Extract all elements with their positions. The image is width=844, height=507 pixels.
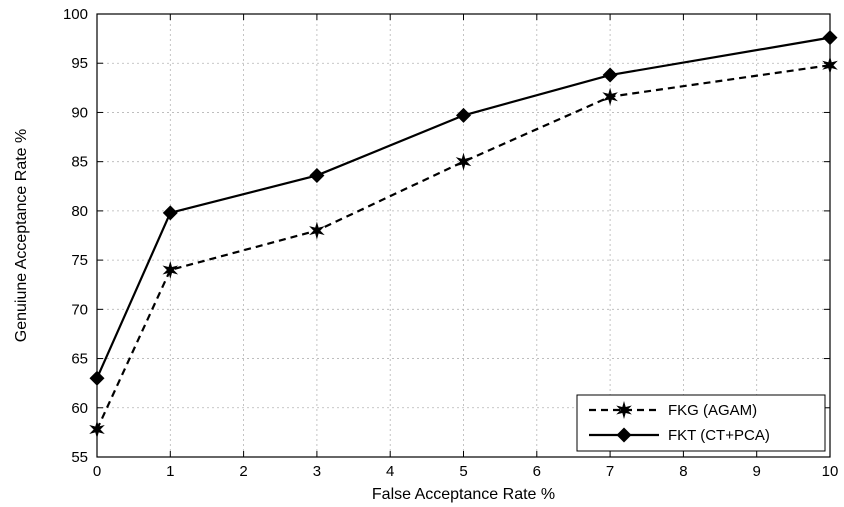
legend: FKG (AGAM) FKT (CT+PCA) bbox=[576, 394, 826, 452]
y-tick-label: 80 bbox=[71, 203, 88, 220]
legend-label: FKG (AGAM) bbox=[668, 402, 757, 419]
x-tick-label: 4 bbox=[386, 463, 394, 480]
legend-entry: FKT (CT+PCA) bbox=[589, 427, 770, 444]
diamond-marker bbox=[89, 370, 105, 386]
diamond-marker bbox=[309, 167, 325, 183]
legend-box bbox=[576, 394, 826, 452]
x-tick-label: 5 bbox=[459, 463, 467, 480]
axis-ticks: 0 1 2 3 4 5 6 7 8 9 10 55 60 65 70 75 80 85 90 95 100 bbox=[63, 6, 838, 480]
y-axis-label: Genuiune Acceptance Rate % bbox=[13, 129, 30, 342]
x-tick-label: 2 bbox=[239, 463, 247, 480]
star-marker bbox=[822, 56, 838, 75]
x-tick-label: 1 bbox=[166, 463, 174, 480]
series-line bbox=[95, 36, 831, 379]
y-tick-label: 90 bbox=[71, 104, 88, 121]
y-tick-label: 70 bbox=[71, 301, 88, 318]
star-marker bbox=[309, 221, 325, 240]
y-tick-label: 60 bbox=[71, 400, 88, 417]
x-tick-label: 6 bbox=[533, 463, 541, 480]
diamond-marker bbox=[162, 205, 178, 221]
series-1 bbox=[89, 56, 838, 439]
y-tick-label: 55 bbox=[71, 449, 88, 466]
x-tick-label: 7 bbox=[606, 463, 614, 480]
x-tick-label: 0 bbox=[93, 463, 101, 480]
x-axis-label: False Acceptance Rate % bbox=[372, 486, 555, 503]
legend-entries: FKG (AGAM) FKT (CT+PCA) bbox=[589, 401, 770, 444]
diamond-marker bbox=[822, 30, 838, 46]
star-marker bbox=[162, 260, 179, 279]
legend-diamond-marker bbox=[616, 427, 632, 443]
legend-star-marker bbox=[616, 401, 632, 419]
data-series bbox=[89, 30, 838, 439]
y-tick-label: 85 bbox=[71, 154, 88, 171]
x-tick-label: 8 bbox=[679, 463, 687, 480]
series-line bbox=[96, 64, 831, 430]
legend-entry: FKG (AGAM) bbox=[589, 401, 757, 419]
y-tick-label: 75 bbox=[71, 252, 88, 269]
series-2 bbox=[89, 30, 838, 386]
star-marker bbox=[455, 152, 472, 171]
diamond-marker bbox=[602, 67, 618, 83]
x-tick-label: 3 bbox=[313, 463, 321, 480]
legend-label: FKT (CT+PCA) bbox=[668, 427, 770, 444]
x-tick-label: 10 bbox=[822, 463, 839, 480]
star-marker bbox=[89, 420, 105, 439]
grid-lines bbox=[97, 14, 830, 457]
y-tick-label: 100 bbox=[63, 6, 88, 23]
y-tick-label: 65 bbox=[71, 351, 88, 368]
diamond-marker bbox=[456, 107, 471, 123]
y-tick-label: 95 bbox=[71, 55, 88, 72]
star-marker bbox=[602, 87, 618, 106]
x-tick-label: 9 bbox=[753, 463, 761, 480]
